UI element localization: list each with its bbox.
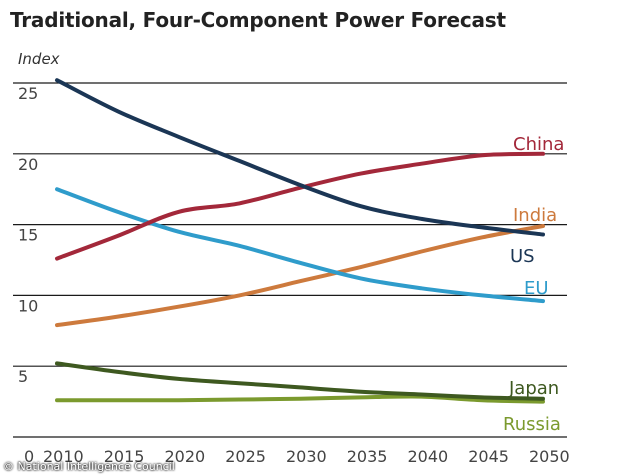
y-tick-label: 25 [18,84,38,103]
series-label-china: China [513,134,564,155]
y-tick-label: 10 [18,296,38,315]
series-line-japan [55,361,545,401]
x-tick-labels: 0 2010 2015 2020 2025 2030 2035 2040 2045 2050 [24,447,570,466]
x-tick-label: 2050 [529,447,570,466]
x-tick-label: 2010 [43,447,84,466]
x-tick-label: 2045 [468,447,509,466]
chart-title: Traditional, Four-Component Power Foreca… [10,8,506,32]
x-tick-label: 2040 [408,447,449,466]
series-label-us: US [510,246,535,267]
x-tick-label: 2020 [165,447,206,466]
series-line-eu [55,187,545,304]
x-tick-label: 2015 [104,447,145,466]
series-labels: China India US EU Japan Russia [503,134,564,435]
series-line-china [55,151,545,261]
series-label-japan: Japan [508,378,559,399]
y-tick-label: 5 [18,367,28,386]
y-tick-label: 15 [18,226,38,245]
x-tick-label: 0 [24,447,34,466]
series-line-us [55,78,545,237]
y-axis-label: Index [18,50,60,68]
series-line-russia [55,394,545,404]
x-tick-label: 2035 [347,447,388,466]
series-line-india [55,224,545,328]
series-label-russia: Russia [503,414,561,435]
y-tick-labels: 25 20 15 10 5 [18,84,38,386]
x-tick-label: 2025 [225,447,266,466]
series-label-eu: EU [524,278,549,299]
y-tick-label: 20 [18,155,38,174]
x-tick-label: 2030 [286,447,327,466]
source-credit: © National Intelligence Council [3,460,175,473]
series-label-india: India [513,205,557,226]
series-lines [55,78,545,404]
